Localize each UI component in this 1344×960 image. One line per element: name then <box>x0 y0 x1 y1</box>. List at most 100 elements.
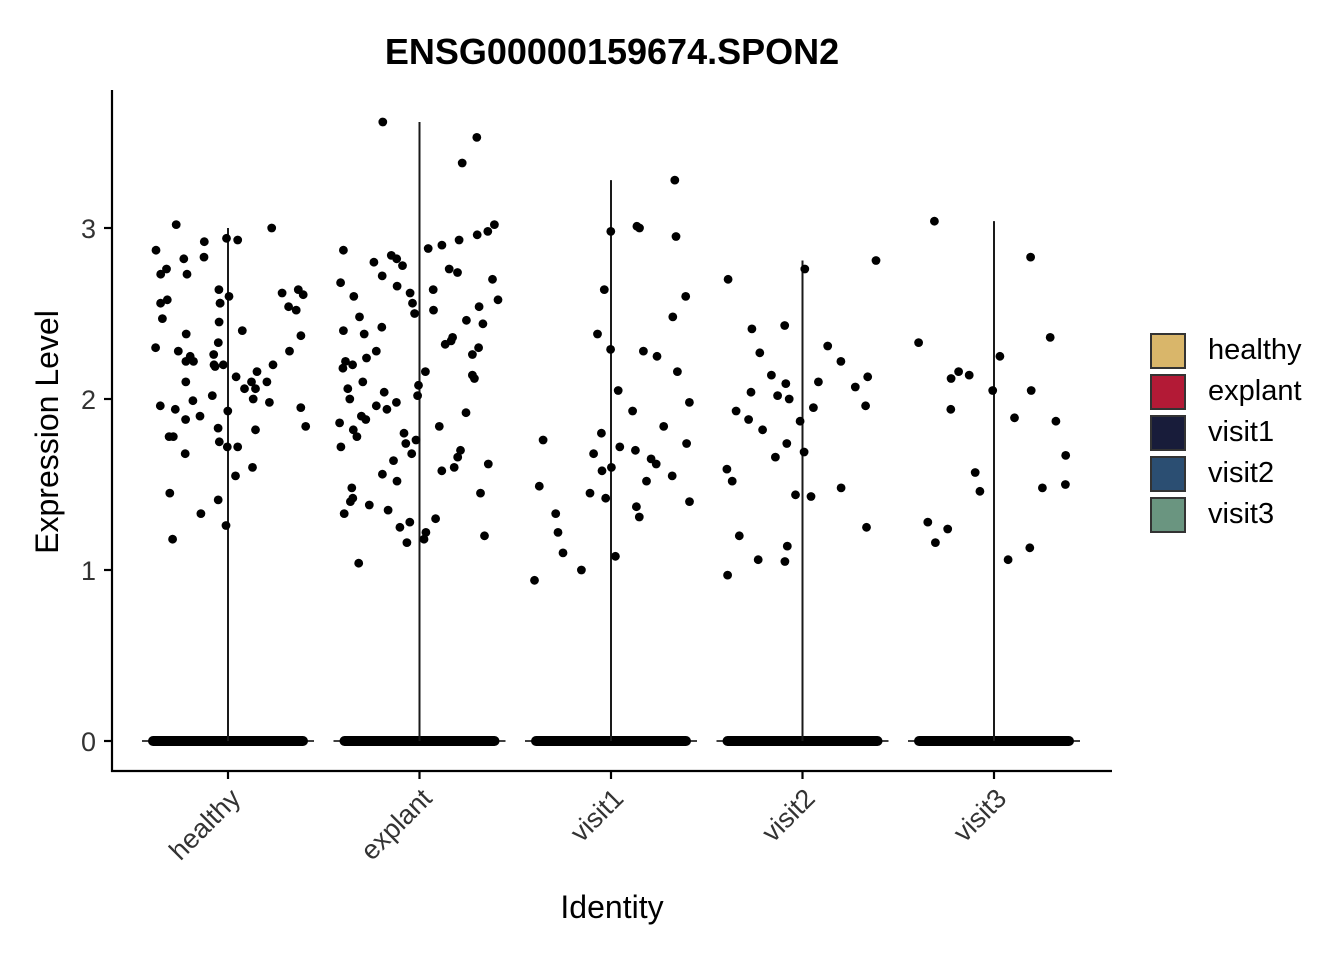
legend-item-healthy[interactable]: healthy <box>1150 330 1302 371</box>
data-point <box>401 439 411 448</box>
data-point <box>398 261 407 270</box>
data-point <box>410 309 419 318</box>
data-point <box>611 551 620 561</box>
data-point <box>298 290 308 300</box>
legend-item-explant[interactable]: explant <box>1150 371 1302 412</box>
data-point <box>361 415 371 424</box>
violin-explant <box>333 117 506 746</box>
data-point <box>538 435 548 445</box>
data-point <box>685 398 694 407</box>
data-point <box>339 326 348 335</box>
data-point <box>164 432 174 441</box>
violin-visit3 <box>908 216 1080 746</box>
data-point <box>723 570 732 580</box>
data-point <box>806 492 816 501</box>
data-point <box>168 534 178 544</box>
data-point <box>615 442 625 452</box>
data-point <box>338 363 348 373</box>
data-point <box>233 235 243 245</box>
data-point <box>476 488 485 498</box>
data-point <box>758 425 767 435</box>
data-point <box>371 401 381 411</box>
data-point <box>207 391 217 400</box>
y-tick-label: 1 <box>81 556 96 586</box>
data-point <box>434 422 444 431</box>
data-point <box>1061 451 1071 460</box>
legend-item-visit2[interactable]: visit2 <box>1150 453 1302 494</box>
data-point <box>369 257 379 267</box>
data-point <box>453 452 463 462</box>
data-point <box>652 351 662 361</box>
data-point <box>213 495 223 505</box>
y-tick-label: 0 <box>81 727 96 757</box>
data-point <box>162 264 171 274</box>
data-point <box>631 445 640 455</box>
data-point <box>395 522 405 532</box>
data-point <box>296 331 306 341</box>
data-point <box>336 278 345 288</box>
legend-label: visit1 <box>1208 416 1275 448</box>
data-point <box>551 509 561 518</box>
data-point <box>836 483 846 493</box>
data-point <box>1025 543 1035 553</box>
data-point <box>233 442 243 452</box>
data-point <box>601 493 611 503</box>
data-point <box>151 343 161 353</box>
data-point <box>461 408 471 418</box>
data-point <box>671 232 681 241</box>
data-point <box>753 555 763 565</box>
data-point <box>222 233 231 243</box>
data-point <box>474 302 484 312</box>
violin-healthy <box>142 220 314 746</box>
data-point <box>155 401 165 411</box>
data-point <box>440 339 450 349</box>
data-point <box>488 274 497 284</box>
data-point <box>348 425 358 435</box>
data-point <box>421 528 431 537</box>
legend-label: visit3 <box>1208 498 1275 530</box>
data-point <box>209 360 219 370</box>
data-point <box>341 357 350 366</box>
data-point <box>358 377 368 387</box>
data-point <box>773 391 782 400</box>
y-tick-label: 3 <box>81 214 96 244</box>
data-point <box>784 394 794 404</box>
data-point <box>931 538 940 547</box>
data-point <box>371 346 381 356</box>
data-point <box>411 435 421 445</box>
data-point <box>681 292 691 301</box>
data-point <box>296 403 306 412</box>
data-point <box>480 531 489 541</box>
x-axis-ticks: healthy explant visit1 visit2 visit3 <box>163 771 1012 866</box>
data-point <box>456 445 465 455</box>
data-point <box>399 428 409 438</box>
data-point <box>483 227 493 236</box>
data-point <box>199 252 209 262</box>
data-point <box>607 463 616 472</box>
data-point <box>359 329 369 339</box>
data-point <box>781 379 791 388</box>
data-point <box>1026 386 1036 395</box>
legend-item-visit1[interactable]: visit1 <box>1150 412 1302 453</box>
data-point <box>231 372 241 382</box>
data-point <box>585 488 595 498</box>
legend-item-visit3[interactable]: visit3 <box>1150 494 1302 535</box>
data-point <box>530 575 539 585</box>
data-point <box>670 175 680 185</box>
legend: healthy explant visit1 visit2 visit3 <box>1150 330 1302 535</box>
data-point <box>188 396 198 406</box>
data-point <box>285 346 294 356</box>
data-point <box>923 517 933 527</box>
data-point <box>213 338 223 347</box>
data-point <box>437 466 447 476</box>
data-point <box>392 398 401 407</box>
y-tick-label: 2 <box>81 385 96 415</box>
data-point <box>780 321 790 330</box>
data-point <box>930 216 939 226</box>
data-point <box>472 230 482 240</box>
data-point <box>347 483 357 493</box>
x-tick-label: visit1 <box>565 783 630 848</box>
x-tick-label: visit2 <box>756 783 821 848</box>
data-point <box>354 558 364 568</box>
